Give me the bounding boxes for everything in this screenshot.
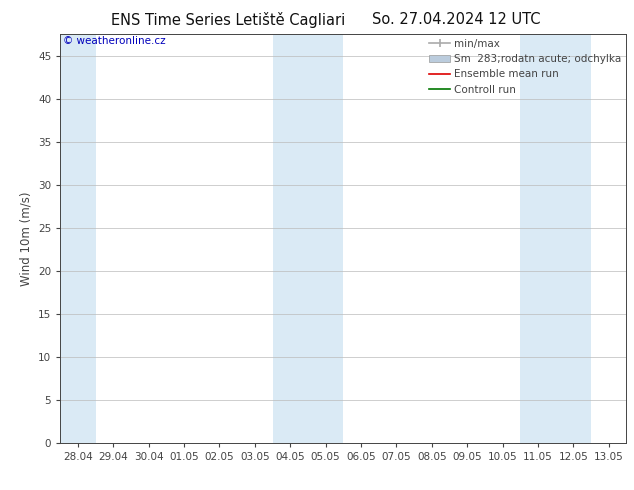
Text: ENS Time Series Letiště Cagliari: ENS Time Series Letiště Cagliari <box>111 12 346 28</box>
Text: So. 27.04.2024 12 UTC: So. 27.04.2024 12 UTC <box>372 12 541 27</box>
Bar <box>60 34 96 443</box>
Legend: min/max, Sm  283;rodatn acute; odchylka, Ensemble mean run, Controll run: min/max, Sm 283;rodatn acute; odchylka, … <box>426 36 625 98</box>
Bar <box>273 34 344 443</box>
Text: © weatheronline.cz: © weatheronline.cz <box>63 36 165 47</box>
Y-axis label: Wind 10m (m/s): Wind 10m (m/s) <box>20 192 32 286</box>
Bar <box>521 34 591 443</box>
